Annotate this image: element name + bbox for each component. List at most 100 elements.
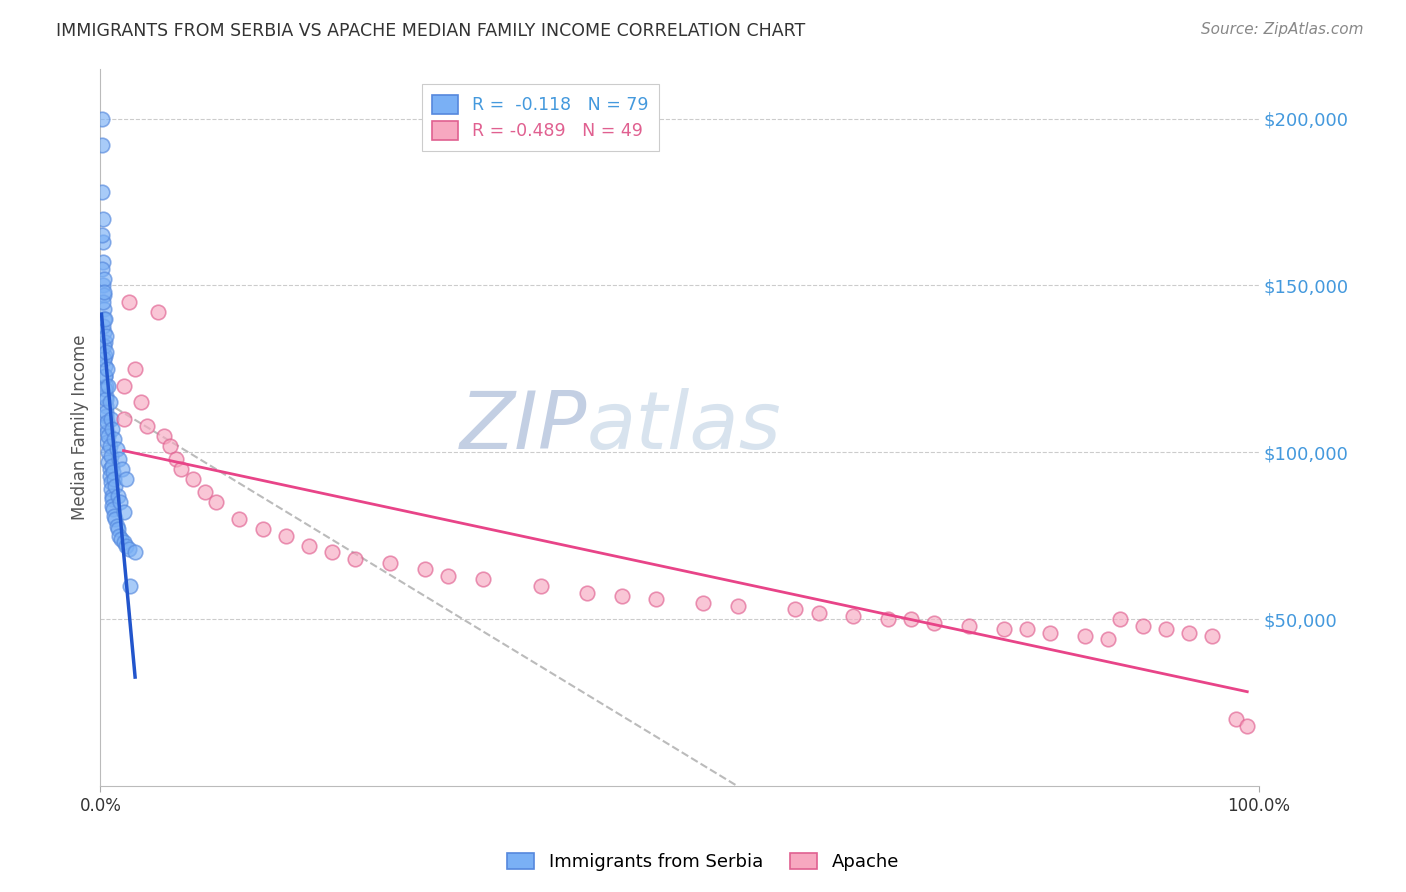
Point — [112, 505, 135, 519]
Point — [93, 272, 115, 286]
Point — [93, 311, 115, 326]
Point — [1154, 622, 1177, 636]
Point — [148, 305, 170, 319]
Point — [129, 395, 152, 409]
Point — [100, 482, 122, 496]
Point — [957, 619, 980, 633]
Point — [108, 529, 131, 543]
Point — [91, 278, 114, 293]
Point — [104, 512, 127, 526]
Point — [97, 445, 120, 459]
Point — [692, 596, 714, 610]
Point — [94, 399, 117, 413]
Point — [94, 409, 117, 423]
Point — [124, 362, 146, 376]
Point — [96, 415, 118, 429]
Point — [94, 359, 117, 373]
Point — [98, 468, 121, 483]
Point — [181, 472, 204, 486]
Legend: Immigrants from Serbia, Apache: Immigrants from Serbia, Apache — [501, 846, 905, 879]
Point — [101, 499, 124, 513]
Point — [105, 442, 128, 456]
Point — [107, 522, 129, 536]
Point — [97, 428, 120, 442]
Point — [877, 612, 900, 626]
Point — [159, 439, 181, 453]
Point — [194, 485, 217, 500]
Point — [1074, 629, 1097, 643]
Point — [727, 599, 749, 613]
Point — [100, 412, 122, 426]
Point — [110, 532, 132, 546]
Point — [93, 301, 115, 316]
Legend: R =  -0.118   N = 79, R = -0.489   N = 49: R = -0.118 N = 79, R = -0.489 N = 49 — [422, 85, 659, 151]
Point — [1017, 622, 1039, 636]
Point — [378, 556, 401, 570]
Point — [94, 345, 117, 359]
Text: Source: ZipAtlas.com: Source: ZipAtlas.com — [1201, 22, 1364, 37]
Point — [118, 295, 141, 310]
Point — [91, 295, 114, 310]
Point — [112, 535, 135, 549]
Point — [94, 335, 117, 350]
Point — [610, 589, 633, 603]
Point — [170, 462, 193, 476]
Point — [112, 378, 135, 392]
Point — [93, 325, 115, 339]
Point — [103, 472, 125, 486]
Text: IMMIGRANTS FROM SERBIA VS APACHE MEDIAN FAMILY INCOME CORRELATION CHART: IMMIGRANTS FROM SERBIA VS APACHE MEDIAN … — [56, 22, 806, 40]
Point — [807, 606, 830, 620]
Point — [105, 518, 128, 533]
Point — [97, 378, 120, 392]
Point — [344, 552, 367, 566]
Point — [101, 502, 124, 516]
Point — [108, 452, 131, 467]
Point — [1097, 632, 1119, 647]
Point — [924, 615, 946, 630]
Point — [1225, 712, 1247, 726]
Point — [529, 579, 551, 593]
Point — [96, 362, 118, 376]
Point — [103, 508, 125, 523]
Point — [98, 395, 121, 409]
Point — [94, 311, 117, 326]
Point — [1108, 612, 1130, 626]
Point — [575, 585, 598, 599]
Point — [165, 452, 187, 467]
Point — [120, 579, 142, 593]
Point — [94, 368, 117, 383]
Point — [91, 235, 114, 249]
Point — [471, 572, 494, 586]
Point — [101, 458, 124, 473]
Point — [90, 112, 112, 126]
Point — [1236, 719, 1258, 733]
Point — [97, 455, 120, 469]
Point — [993, 622, 1015, 636]
Point — [93, 351, 115, 366]
Point — [413, 562, 436, 576]
Point — [842, 608, 865, 623]
Point — [124, 545, 146, 559]
Point — [91, 211, 114, 226]
Point — [100, 475, 122, 490]
Point — [90, 261, 112, 276]
Point — [437, 569, 460, 583]
Point — [645, 592, 668, 607]
Point — [93, 285, 115, 300]
Point — [91, 255, 114, 269]
Point — [107, 489, 129, 503]
Point — [90, 138, 112, 153]
Point — [1201, 629, 1223, 643]
Point — [94, 389, 117, 403]
Point — [118, 542, 141, 557]
Y-axis label: Median Family Income: Median Family Income — [72, 334, 89, 520]
Point — [112, 412, 135, 426]
Point — [90, 185, 112, 199]
Point — [785, 602, 807, 616]
Point — [101, 492, 124, 507]
Point — [104, 479, 127, 493]
Point — [298, 539, 321, 553]
Point — [96, 425, 118, 440]
Point — [100, 449, 122, 463]
Point — [98, 439, 121, 453]
